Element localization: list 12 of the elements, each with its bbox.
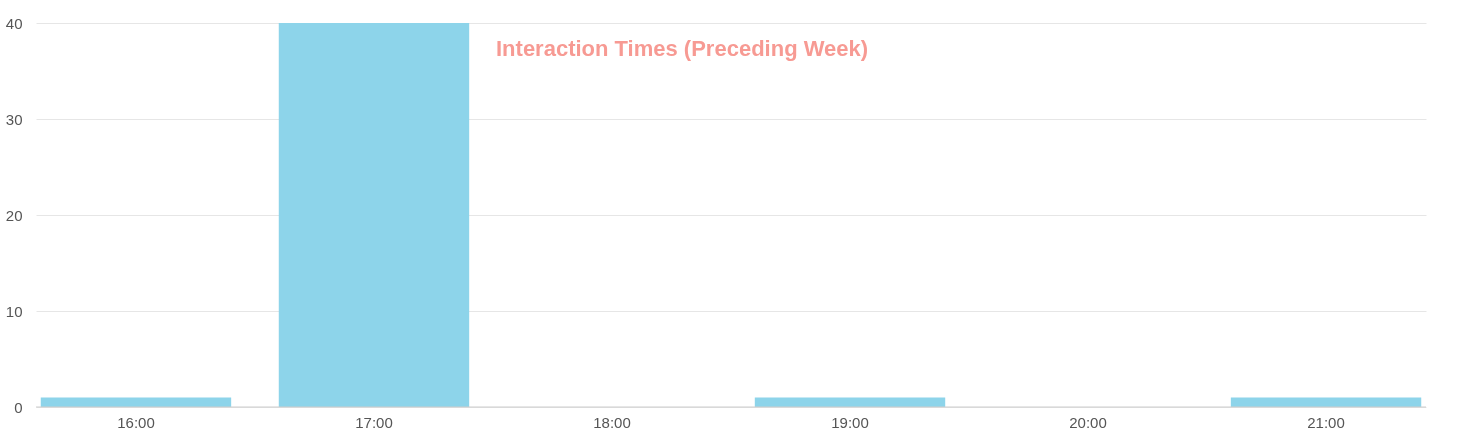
y-tick-label: 0	[14, 398, 23, 416]
y-tick-label: 40	[5, 14, 23, 32]
x-tick-label: 20:00	[1069, 413, 1107, 431]
y-tick-label: 10	[5, 302, 23, 320]
x-tick-label: 21:00	[1307, 413, 1345, 431]
y-tick-label: 20	[5, 206, 23, 224]
text: Interaction Times (Preceding Week)	[496, 36, 869, 61]
x-tick-label: 19:00	[831, 413, 869, 431]
x-tick-label: 16:00	[117, 413, 155, 431]
x-tick-label: 18:00	[593, 413, 631, 431]
x-tick-label: 17:00	[355, 413, 393, 431]
y-tick-label: 30	[5, 110, 23, 128]
